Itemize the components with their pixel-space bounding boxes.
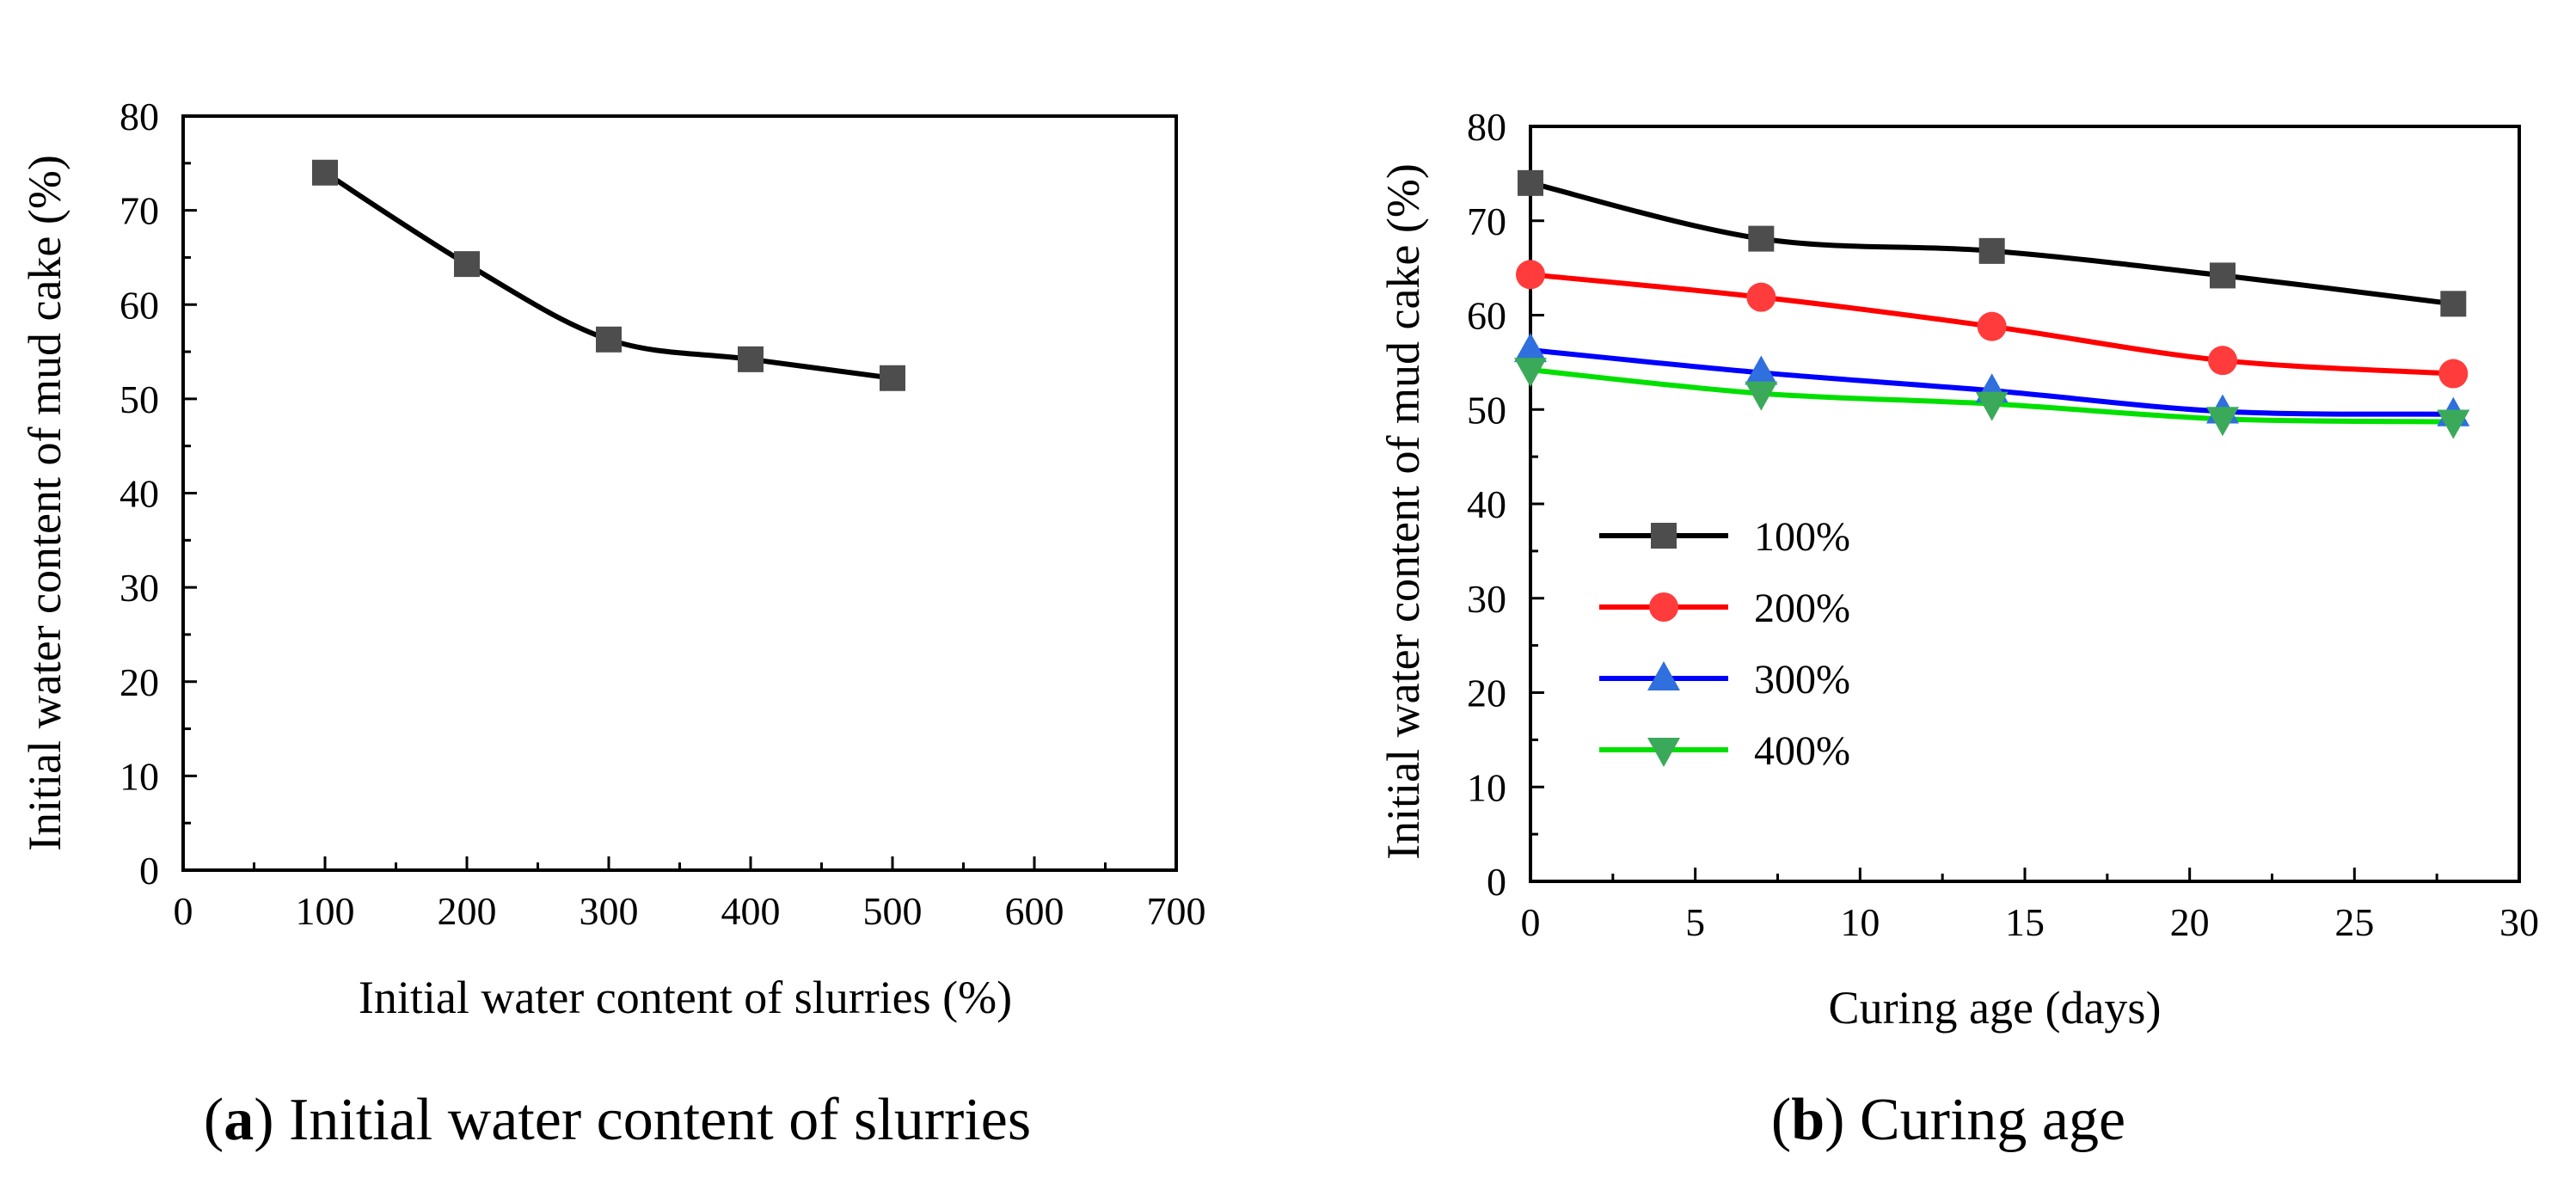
y-tick-label: 40	[120, 472, 159, 516]
y-axis-title-a: Initial water content of mud cake (%)	[19, 155, 71, 851]
x-axis-title-a: Initial water content of slurries (%)	[359, 972, 1012, 1023]
legend-b: 100% 200% 300% 400%	[1599, 514, 1850, 774]
y-tick-label: 70	[120, 189, 159, 233]
data-point	[2437, 409, 2470, 439]
x-tick-label: 25	[2334, 900, 2374, 944]
data-point	[1514, 333, 1547, 363]
caption-text-a: Initial water content of slurries	[289, 1087, 1031, 1153]
y-tick-label: 50	[120, 377, 159, 421]
caption-b: (b) Curing age	[1771, 1087, 2125, 1153]
x-tick-label: 15	[2005, 900, 2045, 944]
x-tick-label: 200	[438, 889, 497, 933]
data-point	[2440, 291, 2467, 317]
x-tick-label: 100	[296, 889, 355, 933]
data-point	[1514, 358, 1547, 388]
x-axis-title-b: Curing age (days)	[1829, 982, 2162, 1034]
y-tick-label: 0	[139, 849, 159, 893]
caption-letter-b: b	[1791, 1087, 1825, 1153]
chart-panel-b: 0 5 10 15 20 25 30 0 10 20 30 40 50 60 70 80 Curing age…	[1377, 105, 2539, 1153]
y-tick-label: 30	[1467, 577, 1506, 621]
legend-label: 400%	[1754, 728, 1850, 774]
data-point	[738, 346, 764, 372]
chart-panel-a: 0 100 200 300 400 500 600 70001020304050607080 …	[19, 95, 1206, 1153]
data-point	[1975, 391, 2009, 421]
x-tick-label: 300	[580, 889, 639, 933]
y-tick-label: 40	[1467, 482, 1506, 526]
plot-area-a: 0 100 200 300 400 500 600 700 0 10 20 30 40 50 60 70 80	[120, 95, 1206, 933]
caption-text-b: Curing age	[1860, 1087, 2125, 1153]
data-point	[312, 159, 338, 186]
y-tick-label: 80	[120, 95, 159, 138]
y-tick-label: 0	[1487, 860, 1506, 904]
data-point	[1978, 237, 2005, 264]
plot-frame-a	[181, 114, 1178, 872]
caption-letter-a: a	[224, 1087, 254, 1153]
data-point	[2438, 359, 2469, 389]
y-tick-label: 60	[120, 283, 159, 327]
data-point	[2210, 262, 2236, 289]
caption-a: (a) Initial water content of slurries	[204, 1087, 1031, 1153]
data-point	[1516, 260, 1545, 290]
legend-marker	[1647, 661, 1680, 690]
data-point	[454, 251, 480, 278]
y-tick-label: 10	[120, 754, 159, 798]
data-point	[1746, 282, 1776, 312]
plot-frame-b	[1529, 125, 2521, 883]
y-axis-title-b: Initial water content of mud cake (%)	[1377, 163, 1429, 860]
data-point	[1748, 225, 1775, 252]
legend-marker	[1649, 592, 1678, 622]
x-tick-label: 30	[2499, 900, 2539, 944]
y-tick-label: 80	[1467, 105, 1506, 149]
y-tick-label: 70	[1467, 199, 1506, 243]
data-point	[2208, 346, 2237, 376]
x-tick-label: 20	[2170, 900, 2210, 944]
y-tick-label: 20	[1467, 672, 1506, 715]
data-point	[1745, 355, 1778, 385]
legend-label: 300%	[1754, 657, 1850, 703]
data-point	[1977, 311, 2007, 341]
x-tick-label: 0	[1521, 900, 1541, 944]
x-tick-label: 5	[1685, 900, 1705, 944]
legend-label: 200%	[1754, 586, 1850, 631]
y-tick-label: 50	[1467, 388, 1506, 432]
x-tick-label: 500	[863, 889, 923, 933]
data-point	[596, 326, 622, 353]
y-tick-label: 60	[1467, 294, 1506, 338]
data-point	[1518, 169, 1543, 196]
x-tick-label: 600	[1005, 889, 1064, 933]
data-point	[880, 365, 905, 391]
x-tick-label: 700	[1147, 889, 1206, 933]
data-point	[1745, 381, 1778, 411]
x-tick-label: 0	[174, 889, 193, 933]
y-tick-label: 20	[120, 660, 159, 704]
data-point	[2206, 407, 2239, 437]
legend-marker	[1651, 523, 1677, 549]
y-tick-label: 10	[1467, 765, 1506, 809]
plot-area-b: 0 5 10 15 20 25 30 0 10 20 30 40 50 60 70 80	[1467, 105, 2539, 944]
legend-label: 100%	[1754, 514, 1850, 560]
x-tick-label: 400	[721, 889, 781, 933]
y-tick-label: 30	[120, 566, 159, 610]
legend-marker	[1647, 738, 1680, 767]
x-tick-label: 10	[1840, 900, 1880, 944]
